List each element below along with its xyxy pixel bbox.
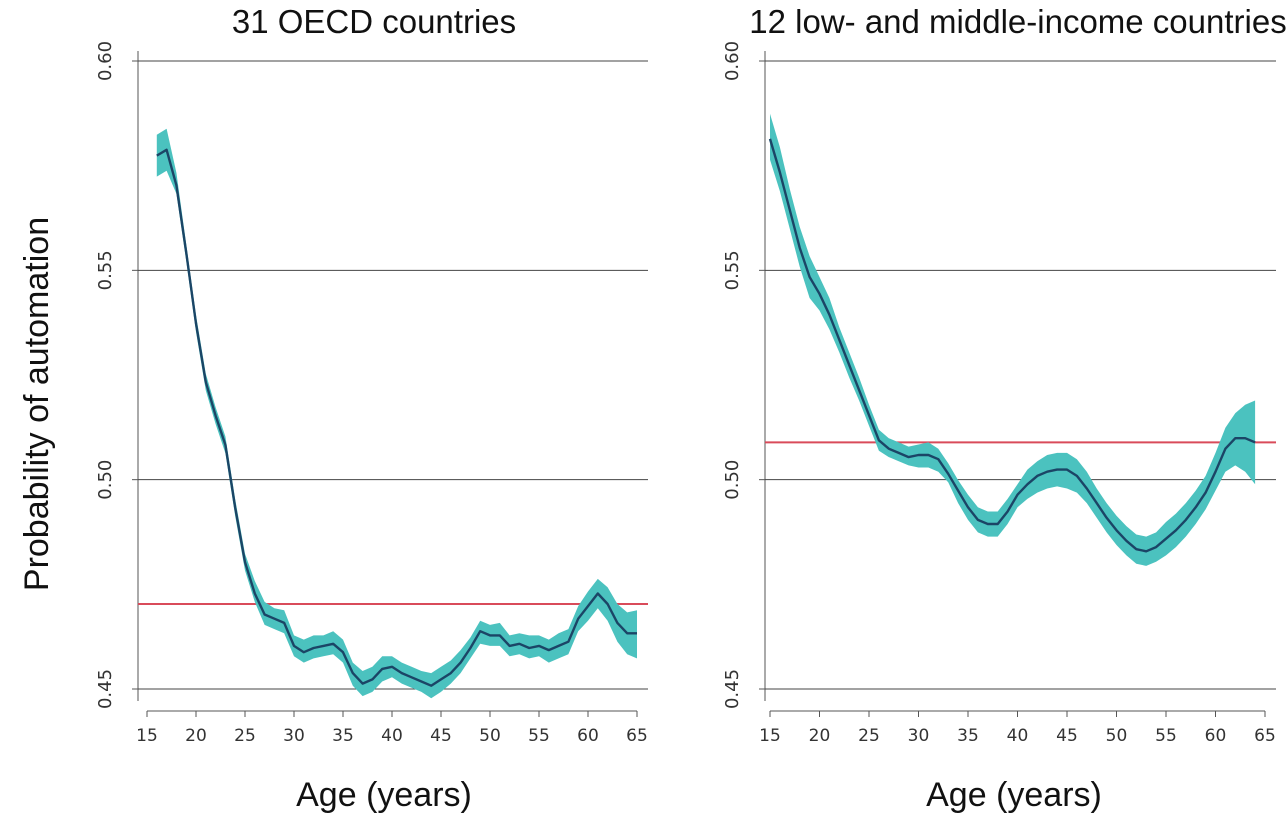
confidence-band bbox=[770, 113, 1256, 566]
x-axis-title: Age (years) bbox=[926, 776, 1102, 814]
x-tick-label: 15 bbox=[136, 726, 158, 746]
y-tick-label: 0.50 bbox=[95, 460, 116, 500]
x-tick-label: 40 bbox=[381, 726, 403, 746]
x-tick-label: 35 bbox=[332, 726, 354, 746]
y-tick-label: 0.50 bbox=[722, 460, 743, 500]
x-tick-label: 60 bbox=[577, 726, 599, 746]
confidence-band bbox=[156, 128, 638, 699]
x-tick-label: 20 bbox=[185, 726, 207, 746]
y-axis-title: Probability of automation bbox=[18, 217, 56, 591]
y-tick-label: 0.45 bbox=[95, 669, 116, 709]
x-tick-label: 25 bbox=[234, 726, 256, 746]
y-tick-label: 0.60 bbox=[722, 41, 743, 81]
x-tick-label: 50 bbox=[1106, 726, 1128, 746]
x-axis-title: Age (years) bbox=[296, 776, 472, 814]
panel-title: 31 OECD countries bbox=[232, 3, 516, 40]
x-tick-label: 30 bbox=[283, 726, 305, 746]
x-tick-label: 25 bbox=[858, 726, 880, 746]
x-tick-label: 50 bbox=[479, 726, 501, 746]
x-tick-label: 65 bbox=[626, 726, 648, 746]
x-tick-label: 20 bbox=[809, 726, 831, 746]
x-tick-label: 55 bbox=[528, 726, 550, 746]
x-tick-label: 40 bbox=[1007, 726, 1029, 746]
y-tick-label: 0.55 bbox=[722, 250, 743, 290]
x-tick-label: 55 bbox=[1155, 726, 1177, 746]
panel-low-middle-income: 12 low- and middle-income countries 0.45 0… bbox=[722, 3, 1287, 814]
y-tick-label: 0.55 bbox=[95, 250, 116, 290]
panel-oecd: 31 OECD countries 0.45 0.50 0.55 0.60 15 20 25 3… bbox=[95, 3, 648, 814]
x-tick-label: 60 bbox=[1205, 726, 1227, 746]
x-tick-label: 35 bbox=[957, 726, 979, 746]
x-tick-label: 45 bbox=[430, 726, 452, 746]
x-tick-label: 30 bbox=[908, 726, 930, 746]
series-line bbox=[768, 138, 1256, 553]
y-tick-label: 0.45 bbox=[722, 669, 743, 709]
x-tick-label: 65 bbox=[1254, 726, 1276, 746]
panel-title: 12 low- and middle-income countries bbox=[749, 3, 1286, 40]
x-tick-label: 15 bbox=[759, 726, 781, 746]
x-tick-label: 45 bbox=[1056, 726, 1078, 746]
y-tick-label: 0.60 bbox=[95, 41, 116, 81]
series-line bbox=[156, 148, 637, 687]
